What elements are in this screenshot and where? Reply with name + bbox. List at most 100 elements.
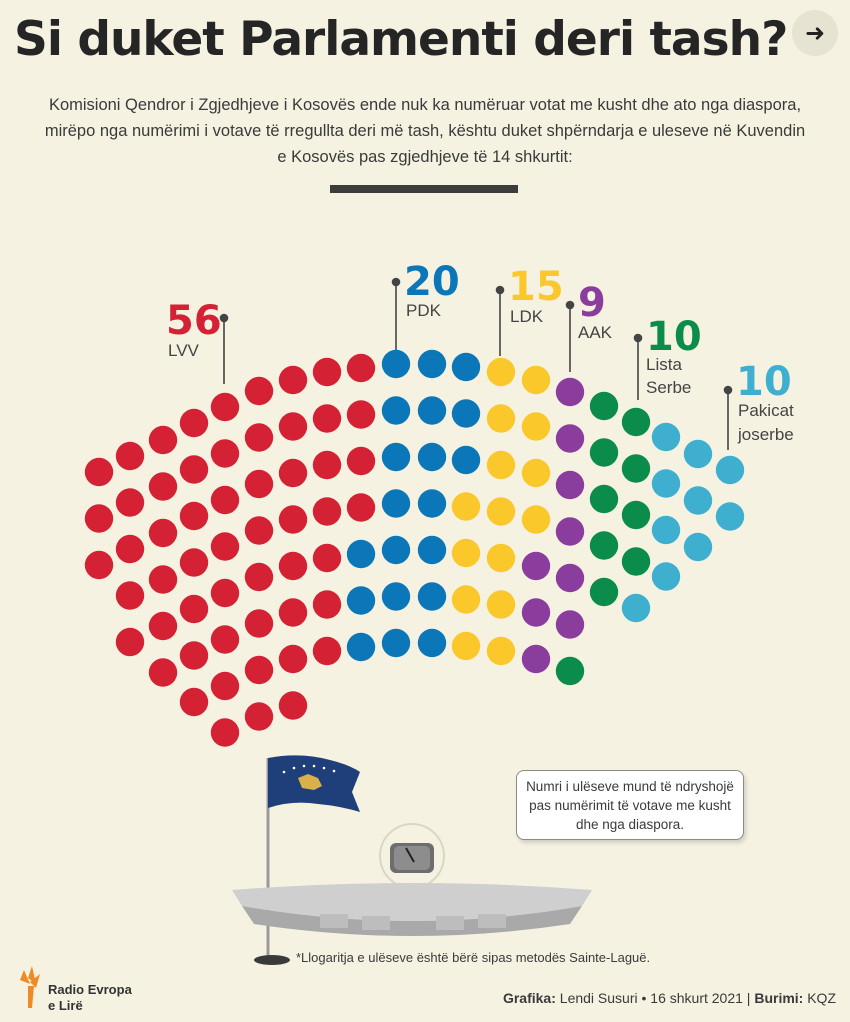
seat-aak [521,551,551,581]
seat-lvv [115,441,145,471]
seat-lvv [278,505,308,534]
seat-aak [555,517,585,546]
seat-pdk [381,396,411,425]
seat-lvv [210,578,240,608]
seat-pdk [451,399,481,428]
seat-lvv [278,458,308,488]
seat-lvv [210,485,240,515]
seat-lvv [148,658,178,687]
seat-lvv [148,425,178,455]
seat-lvv [312,636,342,666]
seat-lvv [312,450,342,480]
seat-lvv [84,457,114,487]
seat-pakicat-joserbe [651,469,681,498]
credits-graphic-value: Lendi Susuri • 16 shkurt 2021 | [555,990,755,1006]
seat-lvv [244,609,274,638]
footnote: *Llogaritja e ulëseve është bërë sipas m… [296,950,651,965]
intro-text: Komisioni Qendror i Zgjedhjeve i Kosovës… [44,96,806,166]
seat-lista-serbe [589,577,619,607]
seat-lista-serbe [621,500,651,530]
seat-lvv [210,532,240,561]
credits-source-value: KQZ [803,990,836,1006]
seat-pdk [381,535,411,565]
seat-lvv [115,534,145,564]
seat-lvv [210,625,240,654]
pdk-leader-dot [391,277,401,287]
pj-label-2: joserbe [737,425,794,444]
seat-lvv [148,518,178,548]
page-title: Si duket Parlamenti deri tash? [14,12,788,67]
seat-lvv [115,488,145,517]
pdk-seat-count: 20 [404,259,460,305]
lvv-label: LVV [168,341,200,360]
seat-pdk [417,396,447,425]
seat-lvv [244,423,274,452]
aak-seat-count: 9 [578,280,606,326]
seat-pakicat-joserbe [683,439,713,469]
seat-pakicat-joserbe [621,593,651,623]
seat-lvv [312,404,342,433]
seat-pakicat-joserbe [651,562,681,591]
logo-line-1: Radio Evropa [48,982,132,997]
seat-ldk [486,636,516,666]
seat-ldk [521,365,551,395]
seat-aak [521,598,551,627]
seat-lvv [346,446,376,476]
seat-lvv [278,551,308,581]
ls-leader-dot [633,333,643,343]
seat-lvv [148,472,178,501]
seat-lista-serbe [555,656,585,686]
seat-lvv [244,562,274,592]
seat-lista-serbe [621,407,651,437]
seats-group [84,349,745,747]
seat-pdk [417,582,447,611]
seat-pdk [381,489,411,518]
seat-ldk [451,492,481,521]
seat-lvv [179,687,209,717]
seat-pakicat-joserbe [651,515,681,545]
seat-lista-serbe [589,391,619,421]
seat-pdk [381,349,411,379]
seat-ldk [486,590,516,619]
seat-pakicat-joserbe [683,532,713,562]
seat-pakicat-joserbe [715,455,745,485]
seat-lvv [179,501,209,531]
seat-lvv [115,627,145,657]
seat-lista-serbe [621,547,651,576]
seat-lvv [244,376,274,406]
seat-pakicat-joserbe [683,486,713,515]
seat-ldk [486,543,516,573]
ls-seat-count: 10 [646,314,702,360]
aak-leader-dot [565,300,575,310]
seat-pdk [451,445,481,475]
lvv-seat-count: 56 [166,298,222,344]
seat-pdk [417,628,447,658]
seat-aak [555,470,585,500]
seat-aak [555,610,585,639]
seat-ldk [451,538,481,568]
pj-label-1: Pakicat [738,401,794,420]
seat-lvv [278,691,308,720]
seat-aak [555,424,585,453]
seat-pdk [417,349,447,379]
seat-lista-serbe [589,484,619,514]
seat-aak [521,644,551,674]
lvv-leader-dot [219,313,229,323]
seat-ldk [486,404,516,433]
seat-lvv [346,493,376,522]
ldk-seat-count: 15 [508,264,564,310]
seat-ldk [521,505,551,534]
seat-lvv [179,408,209,438]
seat-pakicat-joserbe [651,422,681,452]
pj-leader-dot [723,385,733,395]
seat-pdk [451,352,481,382]
seat-lista-serbe [589,531,619,560]
seat-pakicat-joserbe [715,502,745,531]
seat-ldk [451,631,481,661]
seat-lvv [115,581,145,610]
share-icon[interactable]: ➜ [792,10,838,56]
seat-lvv [244,516,274,545]
logo-text: Radio Evropa e Lirë [48,982,132,1014]
rferl-logo-icon [20,966,40,1008]
